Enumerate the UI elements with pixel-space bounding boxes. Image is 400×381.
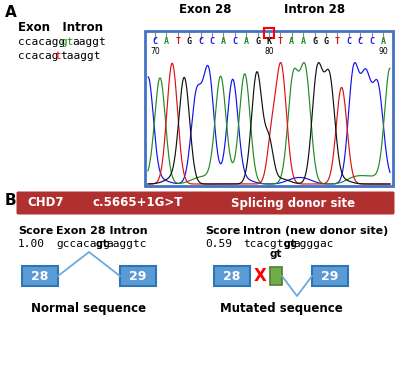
Text: B: B — [5, 193, 17, 208]
Bar — [264, 28, 274, 38]
Text: 29: 29 — [321, 269, 339, 282]
Text: Normal sequence: Normal sequence — [32, 302, 146, 315]
Text: A: A — [380, 37, 386, 46]
Text: Score: Score — [205, 226, 240, 236]
FancyBboxPatch shape — [16, 192, 394, 215]
Text: Score: Score — [18, 226, 53, 236]
Text: 28: 28 — [223, 269, 241, 282]
Text: C: C — [198, 37, 203, 46]
Text: K: K — [266, 37, 272, 46]
Text: 29: 29 — [129, 269, 147, 282]
Text: C: C — [210, 37, 214, 46]
Text: 70: 70 — [150, 47, 160, 56]
Text: aaggt: aaggt — [72, 37, 106, 47]
Text: C: C — [369, 37, 374, 46]
Text: tcacgtgg: tcacgtgg — [243, 239, 297, 249]
Text: t: t — [54, 51, 61, 61]
Text: gt: gt — [270, 249, 282, 259]
FancyBboxPatch shape — [270, 267, 282, 285]
Bar — [145, 31, 393, 186]
Text: G: G — [312, 37, 317, 46]
Text: taaggt: taaggt — [60, 51, 100, 61]
Text: Exon 28 Intron: Exon 28 Intron — [56, 226, 148, 236]
Text: G: G — [187, 37, 192, 46]
Text: C: C — [232, 37, 237, 46]
Text: gt: gt — [283, 239, 296, 249]
Text: CHD7: CHD7 — [28, 197, 64, 210]
FancyBboxPatch shape — [214, 266, 250, 286]
Text: Intron 28: Intron 28 — [284, 3, 346, 16]
Text: A: A — [289, 37, 294, 46]
Text: A: A — [244, 37, 249, 46]
FancyBboxPatch shape — [312, 266, 348, 286]
Text: c.5665+1G>T: c.5665+1G>T — [93, 197, 183, 210]
Text: 90: 90 — [378, 47, 388, 56]
Text: gccacagg: gccacagg — [56, 239, 110, 249]
FancyBboxPatch shape — [22, 266, 58, 286]
Text: A: A — [301, 37, 306, 46]
Text: C: C — [346, 37, 351, 46]
Text: X: X — [254, 267, 266, 285]
Text: Exon   Intron: Exon Intron — [18, 21, 103, 34]
Text: agggac: agggac — [293, 239, 334, 249]
Text: T: T — [335, 37, 340, 46]
Text: C: C — [358, 37, 363, 46]
Text: G: G — [324, 37, 328, 46]
Text: Splicing donor site: Splicing donor site — [231, 197, 355, 210]
Text: aaggtc: aaggtc — [106, 239, 146, 249]
Text: G: G — [255, 37, 260, 46]
Text: A: A — [5, 5, 17, 20]
Text: Exon 28: Exon 28 — [179, 3, 231, 16]
Text: 1.00: 1.00 — [18, 239, 45, 249]
Text: ccacag: ccacag — [18, 51, 58, 61]
Text: Mutated sequence: Mutated sequence — [220, 302, 342, 315]
Text: Intron (new donor site): Intron (new donor site) — [243, 226, 388, 236]
Text: 0.59: 0.59 — [205, 239, 232, 249]
Text: ccacagg: ccacagg — [18, 37, 65, 47]
Text: 80: 80 — [264, 47, 274, 56]
Text: A: A — [164, 37, 169, 46]
Text: 28: 28 — [31, 269, 49, 282]
Text: gt: gt — [60, 37, 74, 47]
Text: T: T — [175, 37, 180, 46]
Text: T: T — [278, 37, 283, 46]
Text: C: C — [152, 37, 158, 46]
Text: gt: gt — [96, 239, 110, 249]
Text: A: A — [221, 37, 226, 46]
FancyBboxPatch shape — [120, 266, 156, 286]
